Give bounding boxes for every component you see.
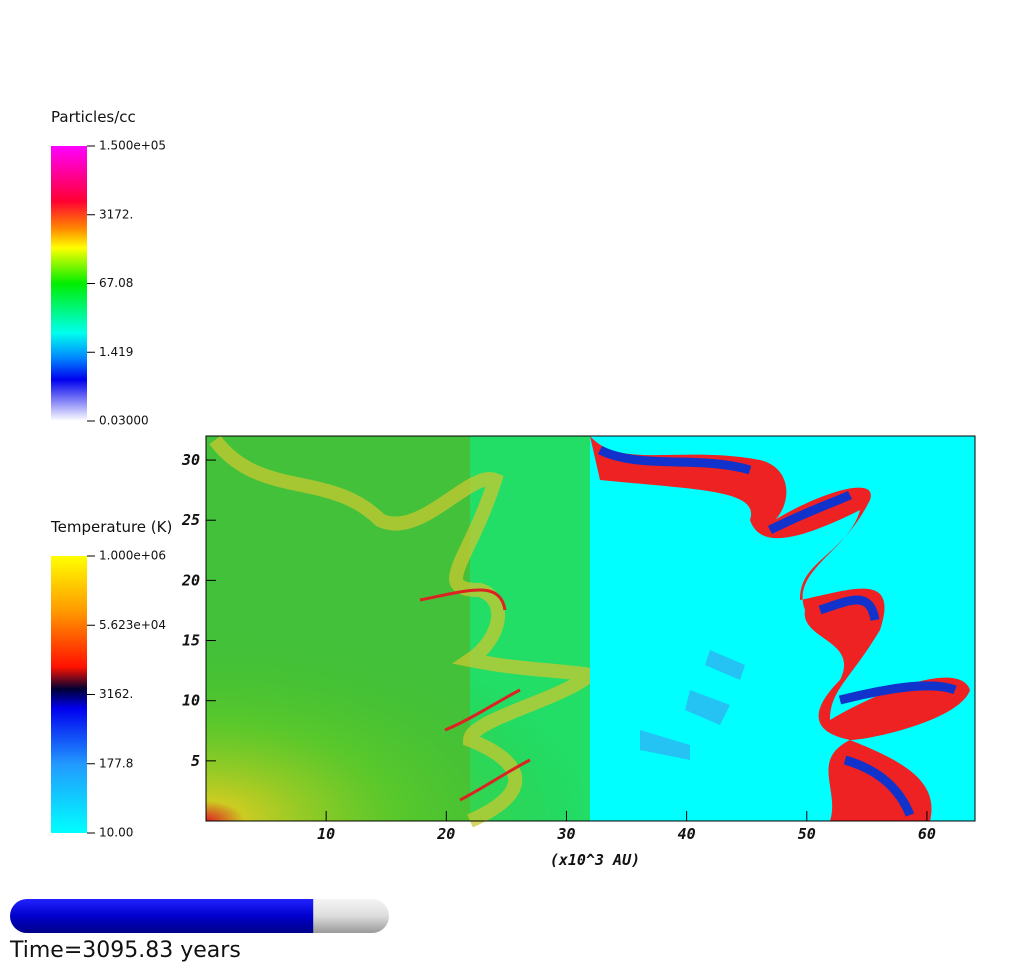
colorbar-tick-label: 0.03000 [99,414,149,428]
y-tick-label: 25 [181,511,200,529]
progress-bar [10,899,389,933]
x-tick-label: 30 [556,825,575,843]
colorbar-tick-label: 1.500e+05 [99,139,166,153]
plot-frame [205,435,976,822]
y-tick-label: 10 [182,692,200,710]
density-core [206,620,590,821]
time-label: Time=3095.83 years [9,938,241,963]
x-axis-label: (x10^3 AU) [550,851,640,869]
temperature-feature [640,650,745,760]
x-tick-label: 50 [798,825,816,843]
colorbar-tick-label: 3172. [99,207,133,221]
colorbar [51,556,87,833]
heatmap [206,435,975,828]
colorbar-tick-label: 5.623e+04 [99,618,166,632]
y-tick-label: 15 [182,632,200,650]
colorbar-title: Temperature (K) [50,518,172,536]
temperature-shell [590,436,970,821]
x-tick-label: 20 [436,825,455,843]
temperature-cold [597,445,957,817]
colorbar-title: Particles/cc [51,108,136,126]
colorbar-tick-label: 67.08 [99,276,133,290]
x-tick-label: 60 [918,825,936,843]
y-tick-label: 30 [181,451,200,469]
colorbar-tick-label: 10.00 [99,826,133,840]
y-tick-label: 20 [181,571,200,589]
y-tick-label: 5 [191,752,200,770]
x-tick-label: 10 [317,825,335,843]
x-tick-label: 40 [678,825,696,843]
progress-fill [10,899,314,933]
colorbar-tick-label: 177.8 [99,756,133,770]
colorbar-tick-label: 3162. [99,687,133,701]
colorbar [51,146,87,421]
colorbar-tick-label: 1.000e+06 [99,549,166,563]
density-filament [419,588,531,802]
colorbar-tick-label: 1.419 [99,345,133,359]
density-filament [209,435,607,828]
